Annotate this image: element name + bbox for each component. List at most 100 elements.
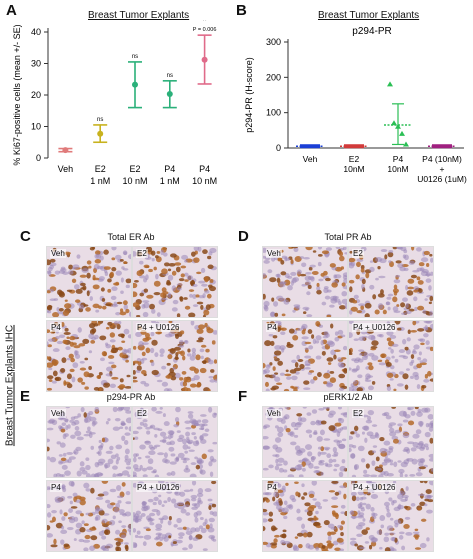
micrograph-c-4: P4 + U0126 (132, 320, 218, 392)
data-point (352, 144, 356, 149)
micrograph-label: P4 (266, 323, 278, 332)
micrograph-texture (47, 407, 131, 477)
y-tick-label: 0 (276, 143, 281, 153)
x-category-sublabel: 10 nM (192, 176, 217, 186)
significance-label: ns (167, 73, 173, 79)
micrograph-f-3: P4 (262, 480, 348, 552)
x-category-label: E2 (129, 164, 140, 174)
panel-letter-f: F (238, 388, 248, 405)
x-category-label: U0126 (1uM) (417, 174, 467, 184)
micrograph-f-2: E2 (348, 406, 434, 478)
panel-letter-d: D (238, 228, 249, 245)
data-point (360, 144, 364, 149)
mean-point (201, 56, 208, 63)
x-category-label: Veh (58, 164, 74, 174)
micrograph-label: E2 (352, 409, 364, 418)
panel-f-title: pERK1/2 Ab (323, 392, 373, 402)
y-tick-label: 0 (36, 153, 41, 163)
significance-star: * (202, 20, 208, 28)
panel-letter-a: A (6, 2, 17, 19)
micrograph-d-3: P4 (262, 320, 348, 392)
panel-letter-c: C (20, 228, 31, 245)
y-tick-label: 100 (266, 108, 281, 118)
data-point (395, 123, 401, 129)
micrograph-texture (349, 247, 433, 317)
x-category-label: P4 (10nM) (422, 154, 462, 164)
x-category-label: P4 (393, 154, 404, 164)
micrograph-label: Veh (266, 409, 282, 418)
mean-point (62, 147, 69, 154)
mean-point (166, 91, 173, 98)
micrograph-texture (47, 247, 131, 317)
micrograph-d-2: E2 (348, 246, 434, 318)
mean-point (132, 81, 138, 88)
micrograph-label: Veh (266, 249, 282, 258)
x-category-label: P4 (164, 164, 175, 174)
micrograph-label: E2 (352, 249, 364, 258)
panel-letter-e: E (20, 388, 31, 405)
data-point (316, 144, 320, 149)
x-category-label: 10nM (387, 164, 408, 174)
panel-d-title: Total PR Ab (324, 232, 372, 242)
micrograph-label: P4 + U0126 (352, 323, 397, 332)
data-point (444, 144, 448, 149)
data-point (448, 144, 452, 149)
data-point (387, 81, 393, 87)
ki67-chart: 0 10 20 30 40 % Ki67-positive cells (mean +/-… (12, 20, 217, 186)
x-category-sublabel: 1 nM (160, 176, 180, 186)
micrograph-f-1: Veh (262, 406, 348, 478)
data-point (348, 144, 352, 149)
data-point (308, 144, 312, 149)
micrograph-e-3: P4 (46, 480, 132, 552)
data-point (403, 141, 409, 147)
micrograph-c-1: Veh (46, 246, 132, 318)
micrograph-texture (263, 481, 347, 551)
micrograph-label: P4 + U0126 (136, 323, 181, 332)
micrograph-texture (263, 321, 347, 391)
micrograph-e-4: P4 + U0126 (132, 480, 218, 552)
micrograph-e-1: Veh (46, 406, 132, 478)
panel-letter-b: B (236, 2, 247, 19)
micrograph-label: Veh (50, 249, 66, 258)
mean-point (97, 130, 104, 137)
y-axis-label: % Ki67-positive cells (mean +/- SE) (12, 24, 22, 165)
data-point (304, 144, 308, 149)
x-category-label: E2 (95, 164, 106, 174)
significance-label: P = 0.006 (193, 27, 217, 33)
y-tick-label: 200 (266, 72, 281, 82)
panel-b-title: Breast Tumor Explants (318, 10, 420, 21)
micrograph-label: P4 (50, 323, 62, 332)
micrograph-label: E2 (136, 409, 148, 418)
micrograph-d-4: P4 + U0126 (348, 320, 434, 392)
x-category-label: P4 (199, 164, 210, 174)
y-axis-label: p294-PR (H-score) (244, 57, 254, 133)
micrograph-label: Veh (50, 409, 66, 418)
significance-label: ns (132, 54, 138, 60)
micrograph-label: P4 (266, 483, 278, 492)
y-tick-label: 40 (31, 27, 41, 37)
data-point (312, 144, 316, 149)
micrograph-f-4: P4 + U0126 (348, 480, 434, 552)
data-point (344, 144, 348, 149)
micrograph-c-3: P4 (46, 320, 132, 392)
micrograph-texture (133, 321, 217, 391)
y-tick-label: 30 (31, 59, 41, 69)
data-point (436, 144, 440, 149)
micrograph-texture (133, 407, 217, 477)
x-category-label: E2 (349, 154, 360, 164)
y-tick-label: 10 (31, 122, 41, 132)
x-category-label: Veh (303, 154, 318, 164)
panel-e-title: p294-PR Ab (106, 392, 156, 402)
micrograph-label: E2 (136, 249, 148, 258)
micrograph-texture (349, 321, 433, 391)
micrograph-texture (133, 247, 217, 317)
y-tick-label: 300 (266, 37, 281, 47)
data-point (300, 144, 304, 149)
data-point (399, 130, 405, 136)
x-category-sublabel: 10 nM (122, 176, 147, 186)
significance-label: ns (97, 117, 103, 123)
micrograph-e-2: E2 (132, 406, 218, 478)
x-category-label: + (440, 164, 445, 174)
side-label-ihc: Breast Tumor Explants IHC (4, 324, 16, 447)
